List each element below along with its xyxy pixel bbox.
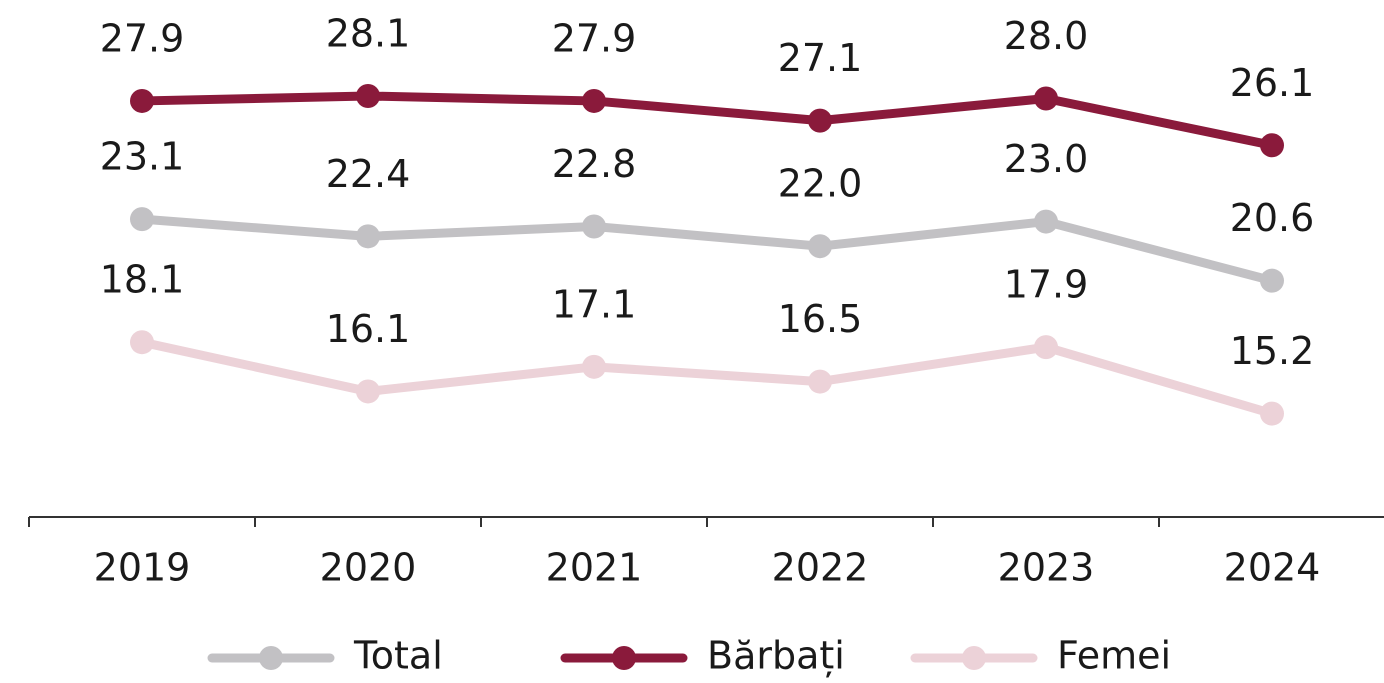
marker: [808, 234, 832, 259]
marker: [808, 108, 832, 133]
data-label: 28.1: [326, 12, 411, 56]
data-label: 23.1: [100, 135, 185, 179]
marker: [356, 379, 380, 404]
series-line: [141, 91, 1273, 150]
data-label: 27.9: [552, 16, 637, 60]
marker: [582, 354, 606, 379]
marker: [582, 88, 606, 113]
x-tick-label: 2022: [772, 546, 869, 590]
marker: [130, 88, 154, 113]
data-label: 20.6: [1230, 196, 1315, 240]
marker: [130, 207, 154, 232]
x-tick-label: 2019: [94, 546, 191, 590]
legend-label: Bărbați: [707, 634, 845, 678]
marker: [808, 369, 832, 394]
x-tick-label: 2024: [1224, 546, 1321, 590]
series-line: [141, 214, 1274, 286]
marker: [1034, 86, 1058, 111]
legend-marker: [962, 646, 986, 670]
marker: [1260, 133, 1284, 158]
marker: [356, 84, 380, 109]
data-label: 17.9: [1004, 263, 1089, 307]
legend-label: Total: [353, 634, 443, 678]
data-label: 16.1: [326, 307, 411, 351]
data-label: 18.1: [100, 258, 185, 302]
data-label: 16.5: [778, 297, 863, 341]
data-label: 26.1: [1230, 61, 1315, 105]
x-tick-label: 2021: [546, 546, 643, 590]
data-label: 22.8: [552, 142, 637, 186]
series-line: [141, 337, 1274, 418]
x-tick-label: 2023: [998, 546, 1095, 590]
legend-label: Femei: [1057, 634, 1171, 678]
marker: [1260, 268, 1284, 293]
data-label: 22.0: [778, 162, 863, 206]
marker: [356, 224, 380, 249]
marker: [1260, 401, 1284, 426]
marker: [582, 214, 606, 239]
data-label: 22.4: [326, 152, 411, 196]
data-label: 27.9: [100, 16, 185, 60]
data-label: 15.2: [1230, 329, 1315, 373]
x-tick-label: 2020: [320, 546, 417, 590]
marker: [130, 330, 154, 355]
legend-marker: [612, 646, 636, 670]
data-label: 17.1: [552, 282, 637, 326]
marker: [1034, 209, 1058, 234]
data-label: 23.0: [1004, 137, 1089, 181]
marker: [1034, 335, 1058, 360]
data-label: 28.0: [1004, 14, 1089, 58]
legend-marker: [259, 646, 283, 670]
data-label: 27.1: [778, 36, 863, 80]
